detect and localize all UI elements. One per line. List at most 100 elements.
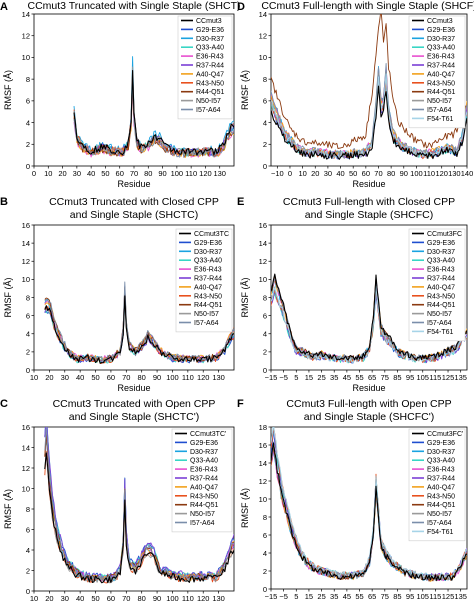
x-tick-label: 40 — [336, 169, 344, 178]
legend: CCmut3TC G29-E36 D30-R37 Q33-A40 E36-R43 R37-… — [175, 228, 233, 333]
y-tick-label: 4 — [263, 330, 267, 339]
legend-entry: Q33-A40 — [190, 458, 218, 465]
legend-entry: D30-R37 — [196, 36, 224, 43]
x-tick-label: 135 — [454, 373, 467, 382]
x-tick-label: 70 — [122, 594, 130, 601]
legend-box — [408, 228, 466, 342]
legend-entry: R43-N50 — [196, 80, 224, 87]
x-tick-label: 35 — [330, 592, 338, 601]
legend-entry: E36-R43 — [194, 267, 222, 274]
panel-letter: F — [237, 398, 244, 410]
legend-entry: N50-I57 — [427, 98, 452, 105]
y-tick-label: 8 — [263, 75, 267, 84]
y-tick-label: 6 — [263, 531, 267, 540]
y-tick-label: 6 — [26, 311, 30, 320]
panel-title: CCmut3 Full-length with Open CPP — [286, 398, 451, 410]
panel-title: CCmut3 Full-length with Closed CPP — [283, 196, 455, 208]
y-tick-label: 14 — [259, 459, 267, 468]
legend-entry: F54-T61 — [427, 329, 454, 336]
legend-entry: I57-A64 — [427, 520, 452, 527]
y-tick-label: 2 — [263, 348, 267, 357]
legend-entry: R37-R44 — [190, 476, 218, 483]
legend-entry: N50-I57 — [427, 511, 452, 518]
panel-letter: B — [0, 196, 8, 208]
x-tick-label: 75 — [381, 373, 389, 382]
x-tick-label: 70 — [122, 373, 130, 382]
legend-entry: R43-N50 — [190, 493, 218, 500]
x-tick-label: 20 — [45, 373, 53, 382]
legend: CCmut3 G29-E36 D30-R37 Q33-A40 E36-R43 R37-R4… — [408, 15, 466, 129]
x-tick-label: 40 — [76, 594, 84, 601]
panel-letter: D — [237, 1, 245, 13]
y-axis-label: RMSF (Å) — [240, 488, 250, 528]
series-line — [44, 452, 234, 584]
legend-entry: I57-A64 — [427, 107, 452, 114]
legend-box — [175, 228, 233, 333]
x-tick-label: 20 — [58, 169, 66, 178]
y-tick-label: 12 — [259, 32, 267, 41]
legend-entry: A40-Q47 — [190, 484, 218, 491]
series-lines — [44, 427, 234, 584]
legend-entry: A40-Q47 — [196, 71, 224, 78]
x-tick-label: 0 — [32, 169, 36, 178]
x-tick-label: 10 — [298, 169, 306, 178]
legend-entry: R44-Q51 — [190, 502, 219, 509]
series-lines — [44, 281, 234, 364]
legend-entry: Q33-A40 — [427, 258, 455, 265]
y-tick-label: 4 — [263, 118, 267, 127]
x-tick-label: 120 — [199, 169, 212, 178]
y-tick-label: 8 — [26, 75, 30, 84]
x-tick-label: −10 — [271, 169, 284, 178]
y-tick-label: 12 — [22, 464, 30, 473]
legend-entry: N50-I57 — [194, 311, 219, 318]
y-tick-label: 14 — [259, 239, 267, 248]
y-tick-label: 16 — [22, 423, 30, 432]
x-tick-label: 70 — [374, 169, 382, 178]
x-tick-label: 110 — [182, 594, 194, 601]
legend-entry: D30-R37 — [190, 449, 218, 456]
x-tick-label: 25 — [317, 592, 325, 601]
x-tick-label: 130 — [212, 594, 225, 601]
x-tick-label: 50 — [91, 594, 99, 601]
legend-entry: G29-E36 — [196, 27, 224, 34]
x-tick-label: 60 — [362, 169, 370, 178]
x-tick-label: 0 — [288, 169, 292, 178]
x-tick-label: 30 — [324, 169, 332, 178]
y-tick-label: 12 — [259, 257, 267, 266]
legend-entry: D30-R37 — [427, 449, 455, 456]
x-tick-label: 120 — [197, 594, 210, 601]
plot-frame — [270, 13, 468, 167]
x-tick-label: 100 — [410, 169, 423, 178]
legend-entry: E36-R43 — [427, 467, 455, 474]
y-tick-label: 8 — [263, 293, 267, 302]
legend-entry: Q33-A40 — [427, 458, 455, 465]
x-tick-label: 65 — [368, 373, 376, 382]
panel-title: and Single Staple (SHCTC') — [69, 411, 199, 423]
y-tick-label: 2 — [263, 140, 267, 149]
y-tick-label: 10 — [22, 484, 30, 493]
x-axis-label: Residue — [117, 383, 150, 393]
legend-entry: I57-A64 — [194, 320, 219, 327]
x-tick-label: 50 — [101, 169, 109, 178]
y-tick-label: 2 — [26, 566, 30, 575]
legend-entry: R37-R44 — [196, 63, 224, 70]
legend-entry: Q33-A40 — [196, 45, 224, 52]
x-tick-label: 65 — [368, 592, 376, 601]
y-tick-label: 4 — [26, 546, 30, 555]
legend-entry: D30-R37 — [427, 249, 455, 256]
y-tick-label: 6 — [263, 311, 267, 320]
x-tick-label: 35 — [330, 373, 338, 382]
y-tick-label: 6 — [263, 97, 267, 106]
x-tick-label: 120 — [197, 373, 210, 382]
x-tick-label: 105 — [416, 373, 429, 382]
x-tick-label: 50 — [349, 169, 357, 178]
x-tick-label: 10 — [30, 373, 38, 382]
y-tick-label: 0 — [26, 162, 30, 171]
x-tick-label: 20 — [311, 169, 319, 178]
x-tick-label: 95 — [406, 373, 414, 382]
legend-entry: R44-Q51 — [427, 502, 456, 509]
y-tick-label: 18 — [259, 423, 267, 432]
series-lines — [271, 427, 467, 582]
y-tick-label: 14 — [22, 10, 30, 19]
